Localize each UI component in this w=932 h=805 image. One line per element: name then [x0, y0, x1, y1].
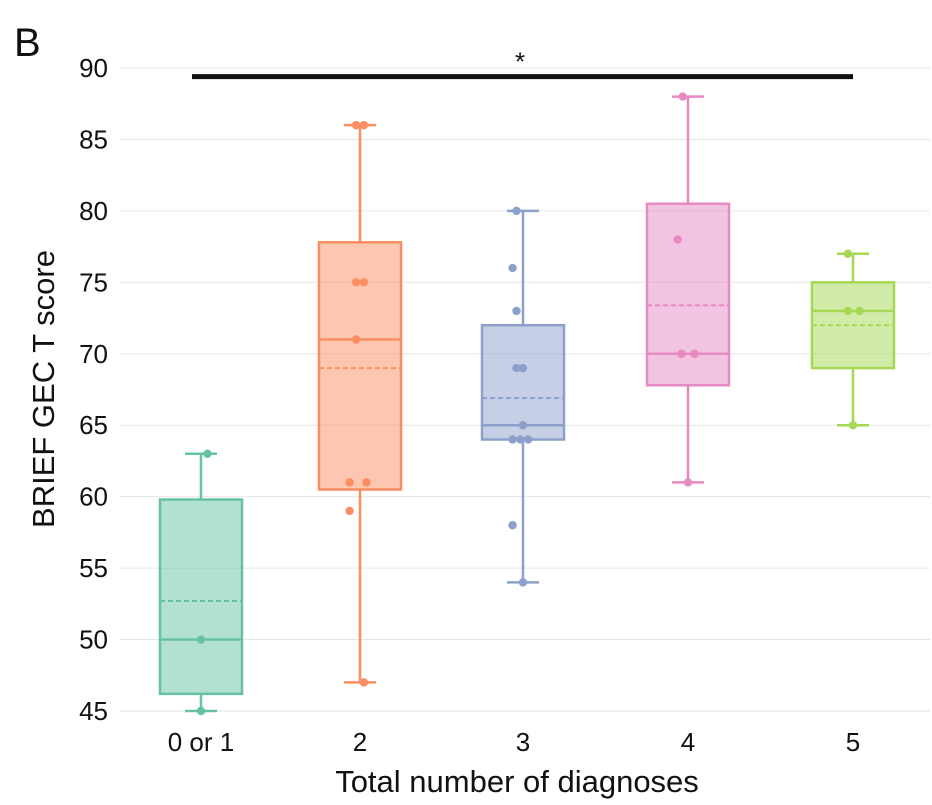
data-point [518, 421, 528, 430]
iqr-box [645, 202, 731, 387]
x-tick-label: 0 or 1 [168, 727, 235, 757]
data-point [203, 449, 212, 458]
y-tick-label: 45 [79, 696, 108, 726]
y-axis-ticks: 45 50 55 60 65 70 75 80 85 90 [79, 53, 108, 726]
data-point [508, 263, 517, 273]
y-tick-label: 75 [79, 267, 108, 297]
data-point [351, 120, 361, 130]
iqr-box [317, 241, 403, 491]
data-point [359, 678, 369, 687]
data-point [677, 349, 686, 358]
data-point [673, 235, 682, 244]
significance-bracket: * [192, 47, 853, 80]
data-point [196, 706, 206, 716]
data-point [196, 635, 206, 644]
data-point [855, 306, 864, 316]
data-point [683, 478, 693, 487]
data-point [512, 306, 521, 316]
data-point [516, 435, 525, 444]
panel-label: B [14, 21, 41, 65]
y-tick-label: 90 [79, 53, 108, 83]
x-tick-label: 2 [353, 727, 367, 757]
box-group [158, 449, 244, 716]
box-group [810, 249, 896, 430]
data-point [518, 363, 528, 373]
data-point [345, 506, 354, 516]
y-tick-label: 85 [79, 124, 108, 154]
x-tick-label: 3 [516, 727, 530, 757]
data-point [848, 421, 858, 430]
data-point [351, 335, 361, 344]
y-axis-title: BRIEF GEC T score [26, 250, 61, 528]
y-tick-label: 50 [79, 625, 108, 655]
y-tick-label: 65 [79, 410, 108, 440]
y-tick-label: 60 [79, 482, 108, 512]
box-group [645, 92, 731, 487]
data-point [508, 435, 517, 444]
data-point [508, 521, 517, 530]
box-series [158, 92, 896, 716]
data-point [843, 249, 852, 258]
x-axis-ticks: 0 or 1 2 3 4 5 [168, 727, 860, 757]
data-point [359, 278, 369, 287]
y-tick-label: 55 [79, 553, 108, 583]
data-point [678, 92, 687, 101]
x-tick-label: 4 [681, 727, 695, 757]
iqr-box [480, 323, 566, 441]
data-point [351, 278, 361, 287]
x-tick-label: 5 [846, 727, 860, 757]
data-point [512, 363, 521, 373]
box-group [317, 120, 403, 687]
iqr-box [158, 498, 244, 696]
data-point [362, 478, 371, 487]
significance-label: * [515, 47, 525, 77]
data-point [518, 578, 528, 587]
data-point [524, 435, 533, 444]
data-point [345, 478, 354, 487]
x-axis-title: Total number of diagnoses [335, 764, 699, 799]
data-point [843, 306, 852, 316]
data-point [359, 120, 369, 130]
y-tick-label: 80 [79, 196, 108, 226]
data-point [512, 206, 521, 216]
y-tick-label: 70 [79, 339, 108, 369]
data-point [690, 349, 699, 358]
box-group [480, 206, 566, 587]
